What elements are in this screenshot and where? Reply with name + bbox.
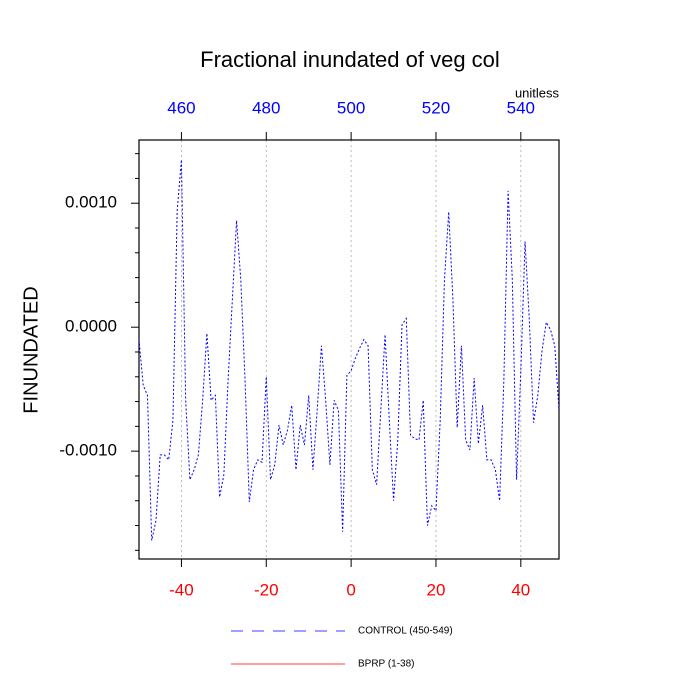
x2-tick-label: 480 <box>252 98 280 117</box>
x2-tick-label: 520 <box>422 98 450 117</box>
x2-tick-label: 460 <box>167 98 195 117</box>
data-line <box>138 159 560 541</box>
y-tick-label: 0.0000 <box>65 317 117 336</box>
x2-tick-label: 540 <box>507 98 535 117</box>
y-tick-label: -0.0010 <box>59 441 117 460</box>
y-axis-label: FINUNDATED <box>20 286 42 413</box>
x2-tick-label: 500 <box>337 98 365 117</box>
plot-frame <box>138 139 560 560</box>
axis-unit: unitless <box>515 85 560 100</box>
x-tick-label: -40 <box>169 580 194 599</box>
x-tick-label: 40 <box>511 580 530 599</box>
x-tick-label: 20 <box>427 580 446 599</box>
legend-label: BPRP (1-38) <box>358 659 415 670</box>
legend-label: CONTROL (450-549) <box>358 626 453 637</box>
chart-title: Fractional inundated of veg col <box>200 47 500 72</box>
x-tick-label: -20 <box>254 580 279 599</box>
x-tick-label: 0 <box>346 580 355 599</box>
y-tick-label: 0.0010 <box>65 193 117 212</box>
